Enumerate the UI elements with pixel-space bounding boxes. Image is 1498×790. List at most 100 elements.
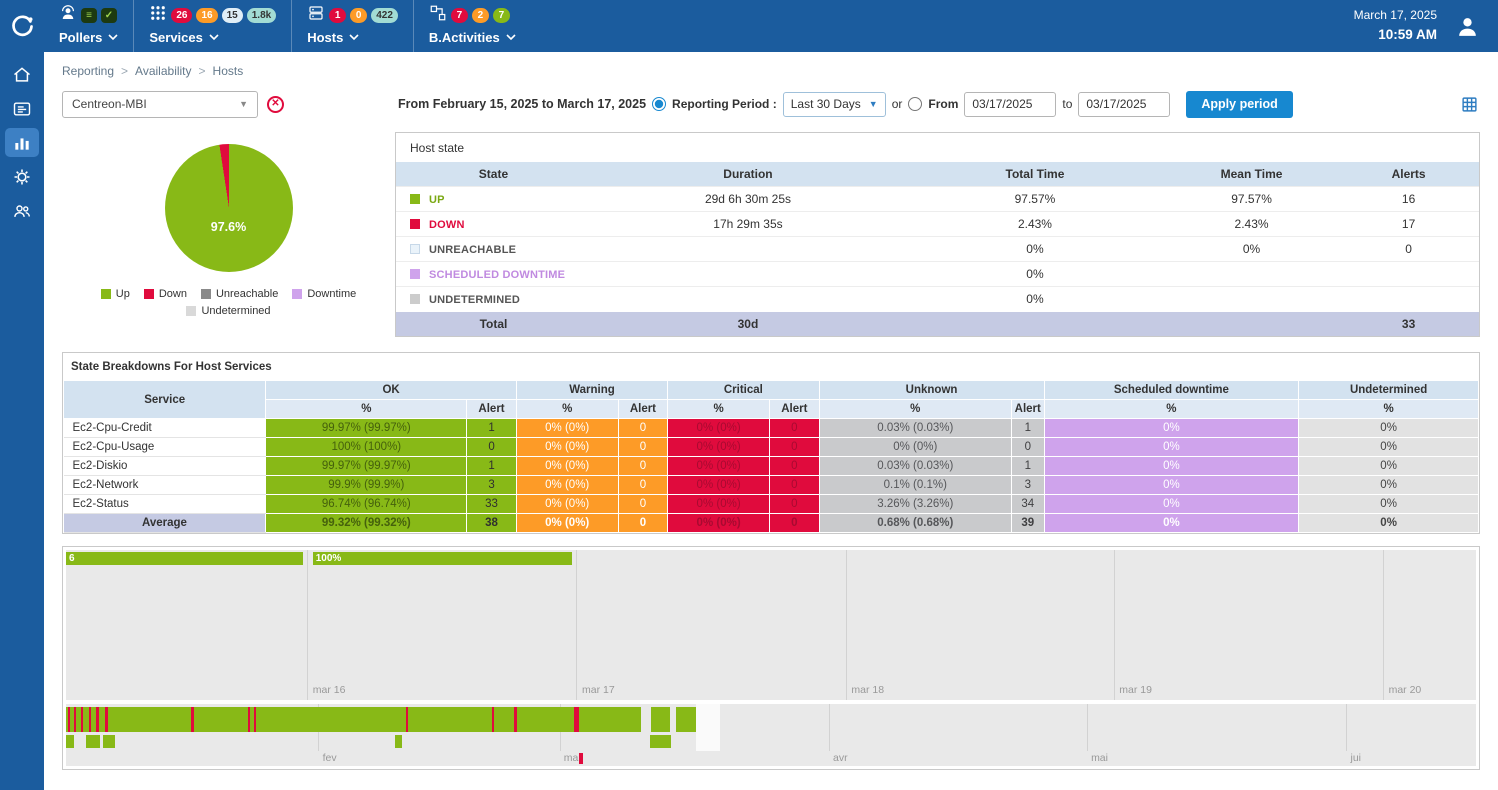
total-time-cell: 2.43% [905,212,1165,237]
legend-color-square [144,289,154,299]
status-badge[interactable]: ✓ [101,8,117,23]
status-badge[interactable]: 1 [329,8,346,23]
crit-alert-cell: 0 [770,495,820,514]
sidebar-item-reporting[interactable] [5,128,39,157]
timeline-date-label: mar 19 [1119,684,1152,696]
undet-pct-cell: 0% [1299,495,1479,514]
scrubber-alert-tick [248,707,250,732]
breakdown-service-row: Ec2-Status96.74% (96.74%)330% (0%)00% (0… [64,495,1479,514]
reporting-period-radio[interactable] [652,97,666,111]
period-select[interactable]: Last 30 Days ▼ [783,92,886,117]
warn-pct-cell: 0% (0%) [516,495,618,514]
status-badge[interactable]: 7 [493,8,510,23]
subheader-4: % [668,400,770,419]
scrubber-selection-handle[interactable] [696,704,720,751]
state-color-square [410,194,420,204]
availability-bar: 100% [313,552,572,565]
from-date-input[interactable] [964,92,1056,117]
host-state-header-row: State Duration Total Time Mean Time Aler… [396,162,1479,187]
centreon-logo[interactable] [0,0,44,52]
reporting-chart-icon [12,133,32,153]
nav-group-services[interactable]: 2616151.8kServices [133,0,291,52]
scrubber-alert-tick [105,707,107,732]
breadcrumb-item-reporting[interactable]: Reporting [62,64,114,78]
ok-pct-cell: 99.97% (99.97%) [266,457,467,476]
warn-pct-cell: 0% (0%) [516,419,618,438]
status-badge[interactable]: 16 [196,8,217,23]
scrubber-alert-tick [191,707,193,732]
timeline-date-label: mar 20 [1389,684,1422,696]
scrubber-alert-tick [96,707,98,732]
breadcrumb-item-hosts[interactable]: Hosts [213,64,244,78]
subheader-2: % [516,400,618,419]
status-badge[interactable]: 0 [350,8,367,23]
nav-group-b-activities[interactable]: 727 B.Activities [413,0,531,52]
undet-pct-cell: 0% [1299,438,1479,457]
filter-bar: Centreon-MBI ▼ ✕ From February 15, 2025 … [62,89,1480,119]
availability-pie-chart: 97.6% [165,144,293,272]
subheader-9: % [1299,400,1479,419]
nav-label: B.Activities [429,30,500,45]
subheader-1: Alert [467,400,517,419]
user-menu-button[interactable] [1455,14,1480,39]
business-activities-icon [429,4,447,27]
status-badge[interactable]: 26 [171,8,192,23]
warn-pct-cell: 0% (0%) [516,476,618,495]
pollers-icon [59,4,77,27]
export-report-icon[interactable] [1461,96,1478,113]
apply-period-button[interactable]: Apply period [1186,91,1292,118]
legend-item-downtime: Downtime [292,288,356,300]
col-mean-time: Mean Time [1165,162,1338,187]
state-color-square [410,219,420,229]
timeline-gridline [576,550,577,700]
breadcrumb-separator: > [199,64,206,78]
status-badge[interactable]: ≡ [81,8,97,23]
custom-range-radio[interactable] [908,97,922,111]
scrubber-alert-tick [492,707,494,732]
total-total-time [905,312,1165,337]
unk-pct-cell: 3.26% (3.26%) [819,495,1011,514]
chevron-down-icon [209,28,219,46]
clear-selection-icon[interactable]: ✕ [267,96,284,113]
status-badge[interactable]: 1.8k [247,8,276,23]
timeline-scrubber[interactable]: fevmaravrmaijui [66,704,1476,766]
user-icon [1455,14,1480,39]
sidebar-item-administration[interactable] [5,196,39,225]
chevron-down-icon [506,28,516,46]
status-badge[interactable]: 15 [222,8,243,23]
status-badge[interactable]: 2 [472,8,489,23]
scrubber-gridline [829,704,830,751]
to-date-input[interactable] [1078,92,1170,117]
scrubber-alert-tick-wide [574,707,579,732]
legend-item-unreachable: Unreachable [201,288,278,300]
breakdown-sub-header-row: %Alert%Alert%Alert%Alert%% [64,400,1479,419]
host-select[interactable]: Centreon-MBI ▼ [62,91,258,118]
scrubber-secondary-block [103,735,115,748]
total-label: Total [396,312,591,337]
unk-alert-cell: 39 [1012,514,1045,533]
state-cell: SCHEDULED DOWNTIME [396,262,591,287]
sidebar-item-configuration[interactable] [5,162,39,191]
availability-pie-panel: 97.6% UpDownUnreachableDowntimeUndetermi… [62,132,395,317]
col-unknown: Unknown [819,381,1044,400]
status-badge[interactable]: 7 [451,8,468,23]
total-time-cell: 0% [905,237,1165,262]
host-state-table: State Duration Total Time Mean Time Aler… [396,162,1479,336]
main-content: Reporting>Availability>Hosts Centreon-MB… [44,52,1498,790]
total-alerts: 33 [1338,312,1479,337]
status-badge[interactable]: 422 [371,8,398,23]
breadcrumb-item-availability[interactable]: Availability [135,64,191,78]
nav-group-hosts[interactable]: 10422Hosts [291,0,413,52]
nav-group-pollers[interactable]: ≡ ✓ Pollers [44,0,133,52]
legend-label: Downtime [307,288,356,300]
undet-pct-cell: 0% [1299,457,1479,476]
state-cell: DOWN [396,212,591,237]
scrubber-gap [641,707,651,732]
host-select-value: Centreon-MBI [72,97,147,111]
nav-label: Pollers [59,30,102,45]
sidebar-item-monitoring[interactable] [5,94,39,123]
legend-label: Undetermined [201,305,270,317]
total-time-cell: 0% [905,287,1165,312]
sidebar-item-home[interactable] [5,60,39,89]
availability-summary-row: 97.6% UpDownUnreachableDowntimeUndetermi… [62,132,1480,337]
